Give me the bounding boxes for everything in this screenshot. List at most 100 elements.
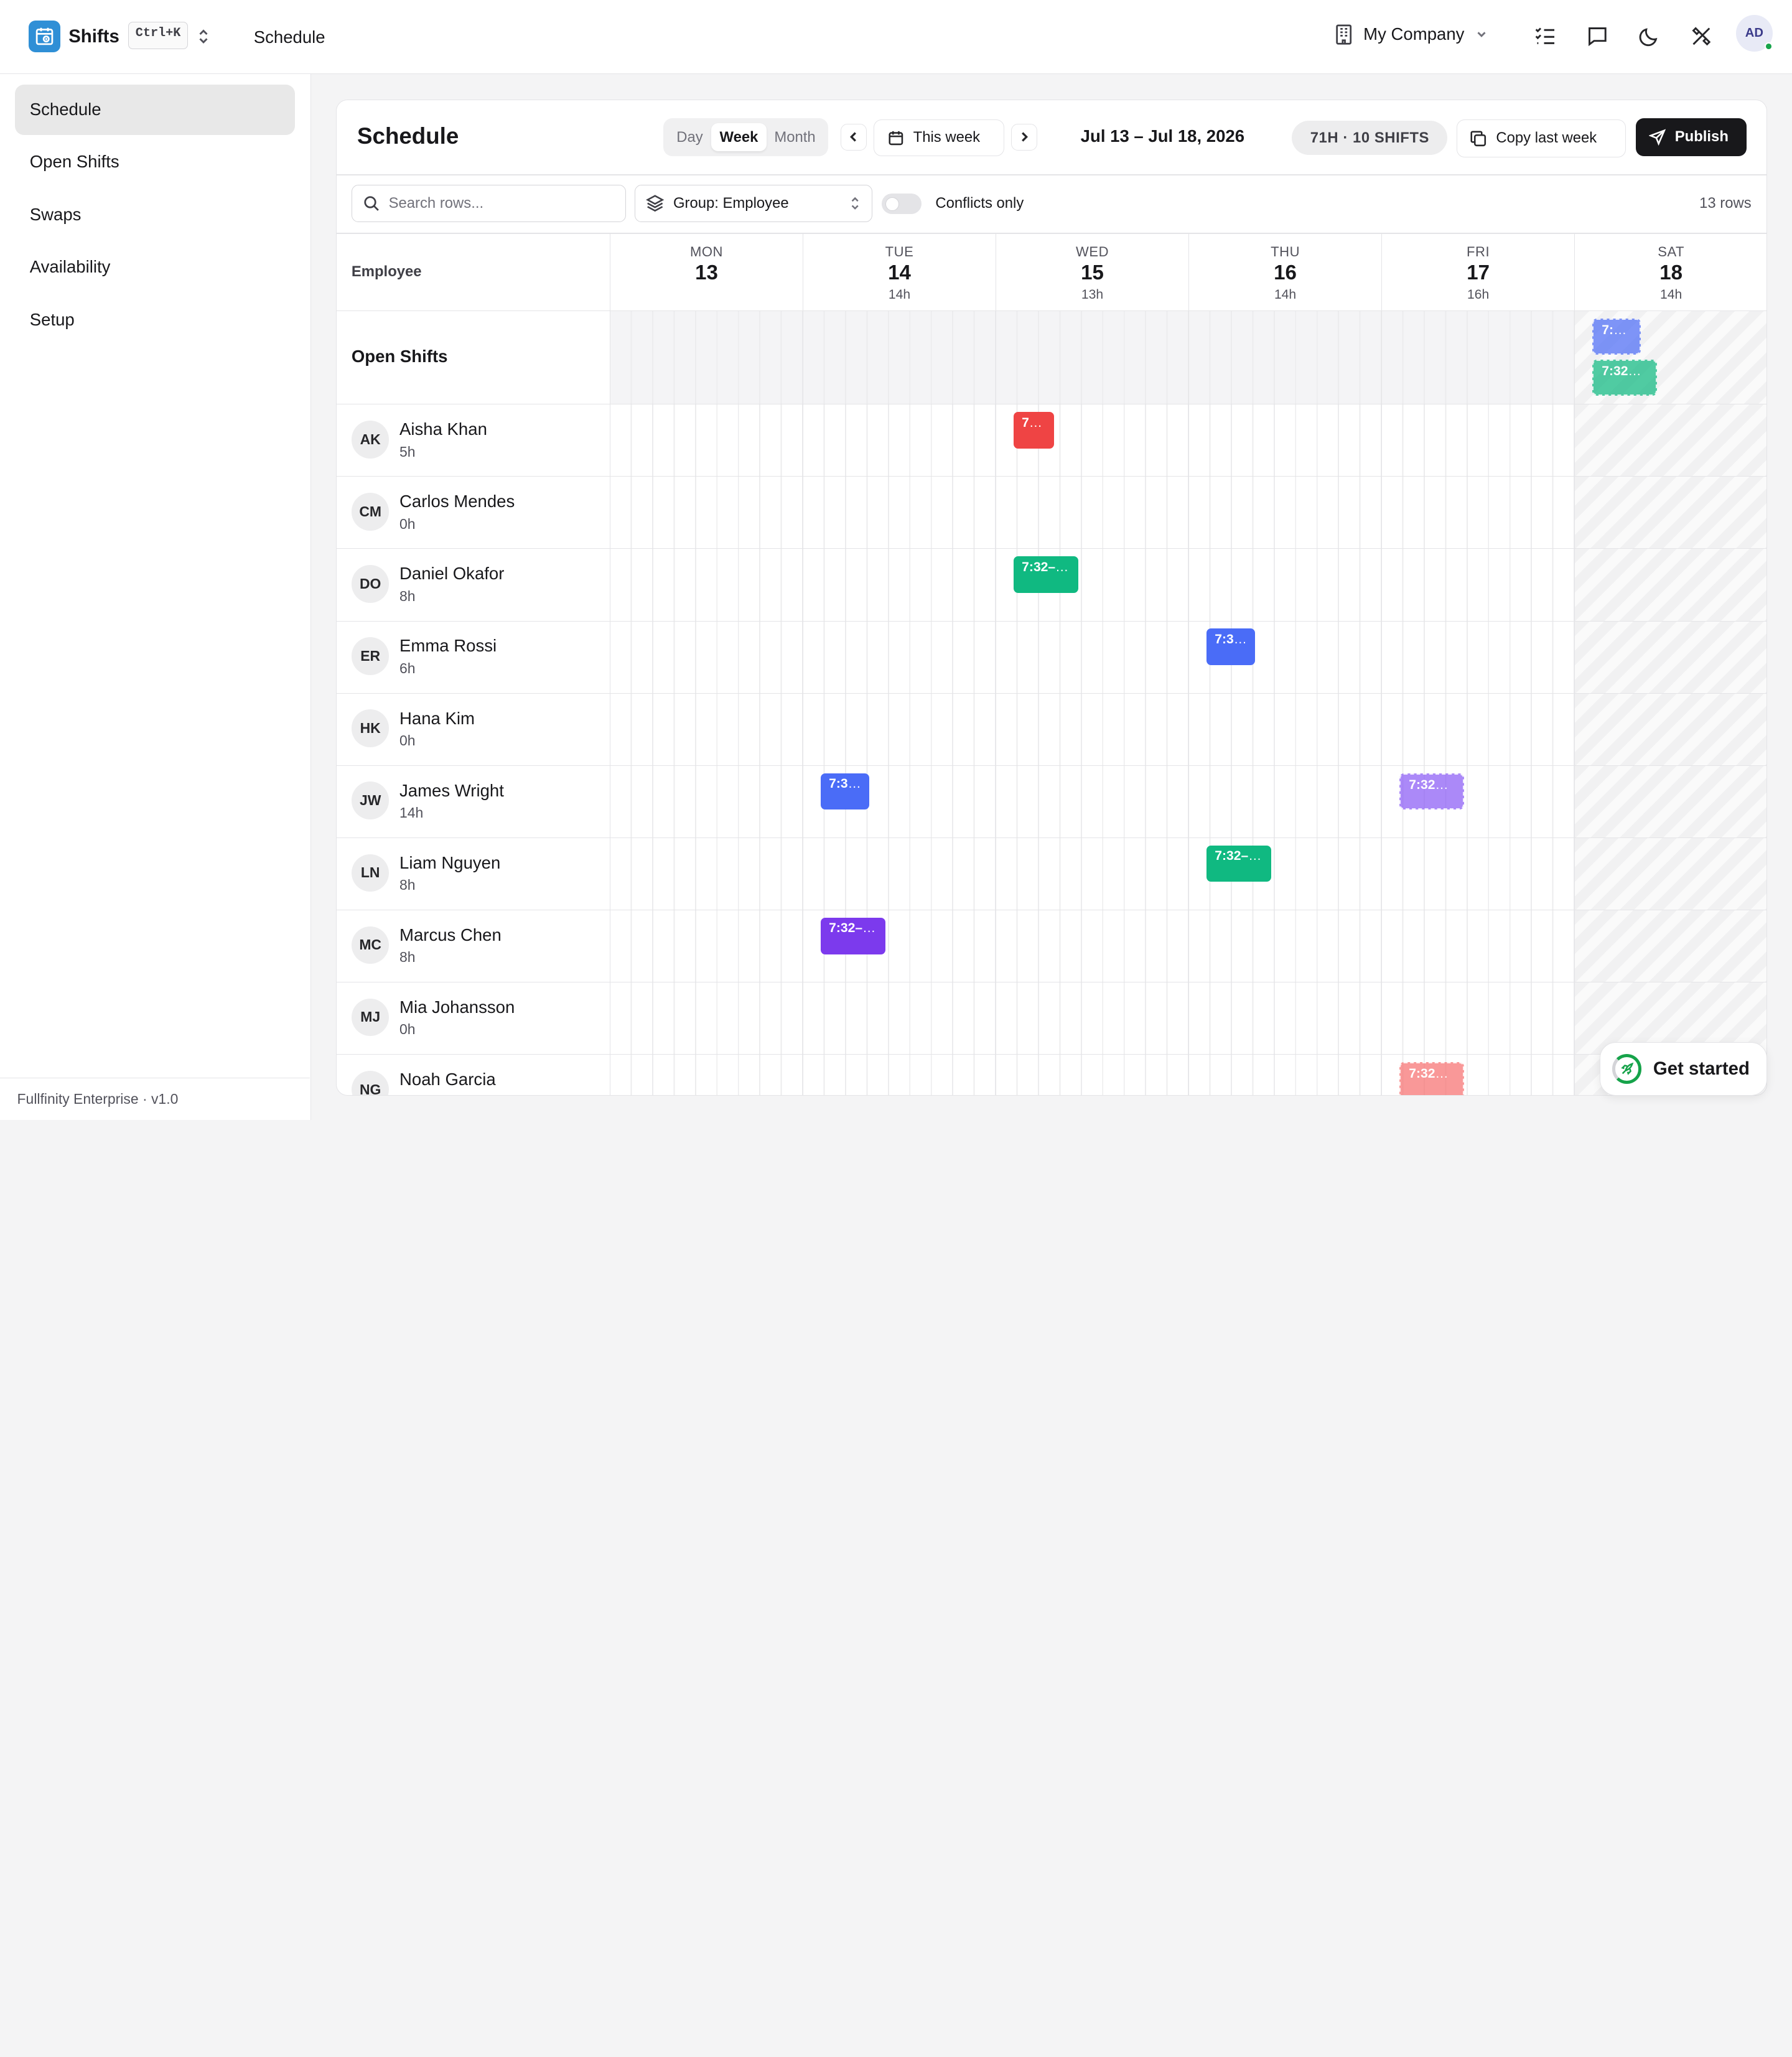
employee-avatar[interactable]: CM xyxy=(351,493,390,531)
sidebar-item-open-shifts[interactable]: Open Shifts xyxy=(29,152,119,172)
day-cell[interactable] xyxy=(802,549,996,621)
employee-name[interactable]: Noah Garcia xyxy=(399,1069,496,1089)
day-cell[interactable] xyxy=(1574,693,1766,765)
employee-name[interactable]: Emma Rossi xyxy=(399,636,497,656)
day-cell[interactable] xyxy=(1381,621,1575,693)
employee-name[interactable]: Mia Johansson xyxy=(399,997,515,1017)
conflicts-only-toggle[interactable] xyxy=(882,194,922,215)
day-cell[interactable] xyxy=(996,837,1189,910)
day-cell[interactable] xyxy=(1381,404,1575,477)
day-cell[interactable] xyxy=(996,982,1189,1055)
day-cell[interactable] xyxy=(1188,982,1382,1055)
tasks-icon[interactable] xyxy=(1533,24,1557,49)
day-cell[interactable] xyxy=(1574,982,1766,1055)
day-cell[interactable] xyxy=(802,693,996,765)
day-cell[interactable] xyxy=(802,1055,996,1096)
day-cell[interactable] xyxy=(996,693,1189,765)
sidebar-item-setup[interactable]: Setup xyxy=(29,309,75,329)
day-cell[interactable] xyxy=(1381,837,1575,910)
day-cell[interactable] xyxy=(802,982,996,1055)
view-week-tab[interactable]: Week xyxy=(711,123,767,152)
employee-avatar[interactable]: AK xyxy=(351,421,390,459)
employee-avatar[interactable]: LN xyxy=(351,854,390,892)
employee-name[interactable]: Daniel Okafor xyxy=(399,564,505,584)
user-avatar[interactable]: AD xyxy=(1735,14,1773,52)
next-week-button[interactable] xyxy=(1010,124,1037,151)
shift-block[interactable]: 7:32–13:32· Cas… xyxy=(1592,318,1641,355)
shift-block[interactable]: 7:32–15:32· Supervisor xyxy=(821,917,885,954)
day-cell[interactable] xyxy=(996,621,1189,693)
day-cell[interactable] xyxy=(802,310,996,404)
tools-icon[interactable] xyxy=(1689,24,1714,49)
day-cell[interactable] xyxy=(1381,910,1575,982)
day-cell[interactable] xyxy=(1381,477,1575,549)
employee-avatar[interactable]: MJ xyxy=(351,998,390,1037)
day-cell[interactable] xyxy=(996,477,1189,549)
day-cell[interactable] xyxy=(609,621,803,693)
chevrons-up-down-icon[interactable] xyxy=(197,27,210,50)
copy-last-week-button[interactable]: Copy last week xyxy=(1456,119,1626,157)
employee-name[interactable]: Liam Nguyen xyxy=(399,852,501,872)
shift-block[interactable]: 7:32–15:32· Stockroom xyxy=(1399,1061,1464,1096)
day-cell[interactable] xyxy=(1381,549,1575,621)
day-cell[interactable] xyxy=(609,837,803,910)
day-cell[interactable] xyxy=(1188,910,1382,982)
day-cell[interactable] xyxy=(1574,477,1766,549)
day-cell[interactable] xyxy=(802,621,996,693)
day-cell[interactable] xyxy=(1188,477,1382,549)
employee-avatar[interactable]: MC xyxy=(351,926,390,964)
day-cell[interactable] xyxy=(996,1055,1189,1096)
day-cell[interactable] xyxy=(1574,837,1766,910)
employee-name[interactable]: Marcus Chen xyxy=(399,925,502,945)
sidebar-item-swaps[interactable]: Swaps xyxy=(29,204,82,224)
publish-button[interactable]: Publish xyxy=(1636,118,1747,156)
this-week-button[interactable]: This week xyxy=(874,119,1004,156)
day-cell[interactable] xyxy=(996,310,1189,404)
day-cell[interactable] xyxy=(1188,1055,1382,1096)
shift-block[interactable]: 7:32–15:32· Floor xyxy=(1206,845,1271,882)
day-cell[interactable] xyxy=(802,837,996,910)
shift-block[interactable]: 7:32–15:32· Floor xyxy=(1592,359,1657,396)
day-cell[interactable] xyxy=(609,477,803,549)
day-cell[interactable] xyxy=(609,910,803,982)
employee-avatar[interactable]: DO xyxy=(351,565,390,603)
shift-block[interactable]: 7:32–15:32· Floor xyxy=(1014,556,1078,594)
shift-block[interactable]: 7:32–13:32· Cas… xyxy=(1206,628,1255,666)
employee-avatar[interactable]: JW xyxy=(351,781,390,820)
day-cell[interactable] xyxy=(1381,310,1575,404)
employee-name[interactable]: Carlos Mendes xyxy=(399,492,515,511)
day-cell[interactable] xyxy=(609,693,803,765)
day-cell[interactable] xyxy=(1574,765,1766,837)
command-shortcut[interactable]: Ctrl+K xyxy=(128,21,189,49)
group-by-select[interactable]: Group: Employee xyxy=(635,184,873,223)
day-cell[interactable] xyxy=(1188,693,1382,765)
company-switcher[interactable]: My Company xyxy=(1335,24,1488,45)
employee-avatar[interactable]: ER xyxy=(351,637,390,675)
day-cell[interactable] xyxy=(1381,982,1575,1055)
view-day-tab[interactable]: Day xyxy=(676,128,703,146)
day-cell[interactable] xyxy=(802,477,996,549)
shift-block[interactable]: 7:32–12:32· … xyxy=(1014,412,1054,449)
day-cell[interactable] xyxy=(996,910,1189,982)
day-cell[interactable] xyxy=(609,1055,803,1096)
day-cell[interactable] xyxy=(609,404,803,477)
employee-avatar[interactable]: NG xyxy=(351,1070,390,1096)
day-cell[interactable] xyxy=(1188,765,1382,837)
get-started-button[interactable]: Get started xyxy=(1600,1042,1767,1096)
view-month-tab[interactable]: Month xyxy=(774,128,816,146)
employee-name[interactable]: James Wright xyxy=(399,780,504,800)
day-cell[interactable] xyxy=(996,765,1189,837)
day-cell[interactable] xyxy=(1574,549,1766,621)
day-cell[interactable] xyxy=(1188,549,1382,621)
sidebar-item-availability[interactable]: Availability xyxy=(29,257,111,277)
employee-avatar[interactable]: HK xyxy=(351,709,390,747)
message-icon[interactable] xyxy=(1585,24,1610,49)
day-cell[interactable] xyxy=(1574,404,1766,477)
app-logo-icon[interactable] xyxy=(28,21,61,53)
moon-icon[interactable] xyxy=(1636,24,1661,49)
shift-block[interactable]: 7:32–15:32· Supervisor xyxy=(1399,773,1464,810)
day-cell[interactable] xyxy=(802,404,996,477)
day-cell[interactable] xyxy=(1574,910,1766,982)
day-cell[interactable] xyxy=(1188,404,1382,477)
shift-block[interactable]: 7:32–13:32· Cas… xyxy=(821,773,869,810)
